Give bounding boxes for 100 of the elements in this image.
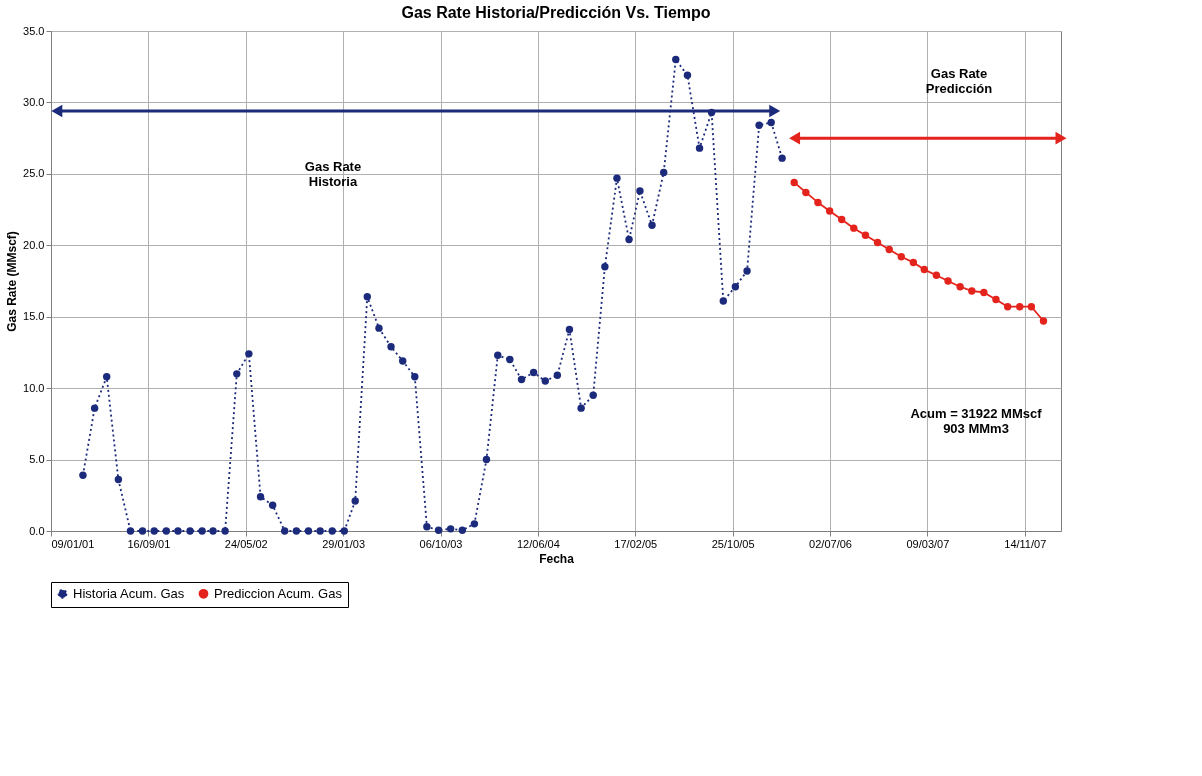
- x-tick-label: 09/03/07: [906, 537, 950, 550]
- point: [458, 526, 467, 534]
- annotation: Acum = 31922 MMscf 903 MMm3: [910, 406, 1043, 436]
- y-tick-label: 0.0: [29, 524, 45, 537]
- point: [755, 121, 763, 129]
- point: [636, 187, 644, 195]
- point: [992, 295, 1000, 304]
- legend-label: Prediccion Acum. Gas: [214, 585, 343, 601]
- point: [909, 258, 918, 267]
- point: [494, 351, 502, 359]
- point: [944, 277, 952, 285]
- point: [553, 371, 562, 379]
- point: [885, 245, 893, 254]
- point: [363, 293, 371, 301]
- point: [292, 527, 301, 535]
- point: [328, 527, 336, 535]
- point: [802, 188, 810, 197]
- point: [980, 288, 988, 297]
- point: [174, 527, 182, 535]
- point: [743, 267, 751, 275]
- point: [470, 520, 479, 528]
- point: [577, 404, 585, 412]
- y-axis-title: Gas Rate (MMscf): [5, 231, 20, 332]
- point: [625, 235, 633, 244]
- point: [1039, 317, 1048, 325]
- point: [529, 368, 538, 377]
- point: [316, 527, 324, 535]
- point: [221, 527, 229, 535]
- point: [387, 343, 395, 351]
- point: [767, 118, 775, 127]
- point: [446, 525, 455, 533]
- point: [932, 271, 941, 279]
- point: [198, 527, 206, 535]
- y-tick-label: 25.0: [23, 167, 45, 180]
- x-tick-label: 16/09/01: [127, 537, 171, 550]
- point: [565, 325, 574, 334]
- annotation: Gas Rate Predicción: [925, 66, 993, 96]
- y-tick-label: 15.0: [23, 310, 45, 323]
- point: [281, 527, 289, 535]
- point: [102, 373, 111, 381]
- point: [1003, 303, 1012, 311]
- y-tick-label: 10.0: [23, 381, 45, 394]
- point: [375, 324, 383, 332]
- point: [1027, 303, 1036, 311]
- point: [340, 527, 349, 535]
- x-tick-label: 24/05/02: [224, 537, 268, 550]
- legend-label: Historia Acum. Gas: [73, 585, 185, 601]
- point: [659, 168, 668, 177]
- point: [850, 224, 858, 232]
- x-tick-label: 09/01/01: [51, 537, 95, 550]
- y-tick-label: 35.0: [23, 24, 45, 37]
- point: [268, 501, 277, 509]
- point: [873, 238, 882, 247]
- point: [861, 231, 870, 239]
- point: [956, 283, 964, 291]
- x-tick-label: 14/11/07: [1004, 537, 1047, 550]
- y-tick-label: 30.0: [23, 95, 45, 108]
- point: [411, 373, 419, 381]
- point: [719, 297, 727, 305]
- x-tick-label: 06/10/03: [419, 537, 463, 550]
- point: [162, 527, 170, 535]
- y-tick-label: 5.0: [29, 453, 45, 466]
- point: [399, 357, 407, 365]
- point: [423, 523, 431, 531]
- point: [695, 144, 704, 152]
- point: [79, 471, 87, 479]
- point: [968, 287, 976, 295]
- chart-title: Gas Rate Historia/Predicción Vs. Tiempo: [401, 4, 711, 21]
- point: [683, 71, 692, 79]
- point: [233, 370, 241, 378]
- point: [517, 375, 526, 384]
- point: [541, 377, 549, 385]
- point: [920, 265, 928, 274]
- point: [731, 283, 740, 291]
- point: [589, 391, 597, 399]
- point: [186, 527, 194, 535]
- point: [778, 154, 786, 162]
- point: [256, 493, 265, 501]
- y-tick-label: 20.0: [23, 238, 45, 251]
- point: [351, 497, 359, 505]
- point: [304, 527, 313, 535]
- x-tick-label: 29/01/03: [322, 537, 366, 550]
- point: [150, 527, 158, 535]
- x-tick-label: 25/10/05: [711, 537, 755, 550]
- point: [672, 55, 680, 64]
- point: [245, 350, 253, 358]
- x-tick-label: 02/07/06: [809, 537, 852, 550]
- point: [613, 174, 621, 182]
- point: [1016, 303, 1024, 311]
- point: [114, 475, 123, 484]
- point: [838, 215, 846, 224]
- annotation: Gas Rate Historia: [304, 159, 362, 189]
- point: [434, 526, 443, 534]
- point: [825, 207, 834, 215]
- point: [814, 198, 822, 207]
- x-axis-title: Fecha: [539, 551, 575, 566]
- point: [209, 527, 217, 535]
- point: [790, 178, 798, 187]
- x-tick-label: 17/02/05: [614, 537, 658, 550]
- point: [601, 263, 609, 271]
